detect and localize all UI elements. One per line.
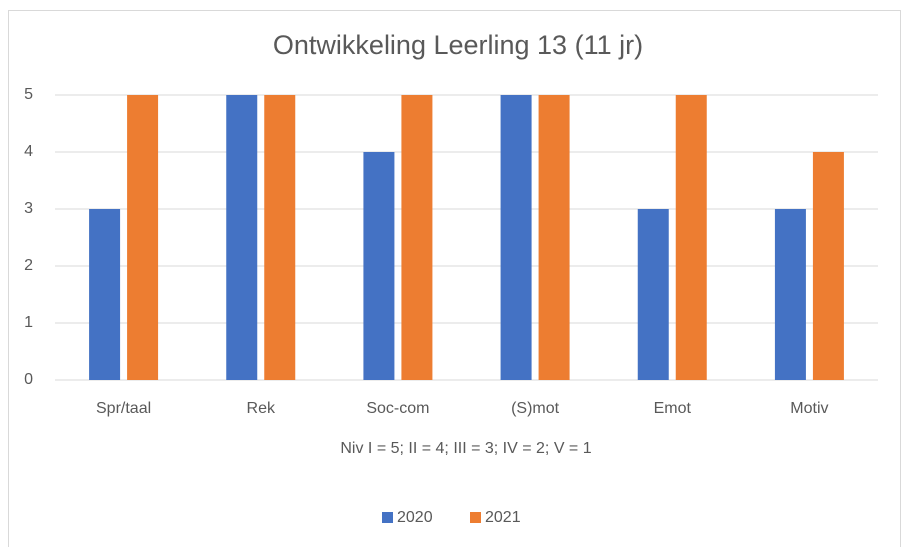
bar [401,95,433,380]
bar [89,209,121,380]
x-tick-label: (S)mot [511,400,560,417]
y-tick-label: 3 [24,200,33,217]
legend-label: 2020 [397,509,433,526]
legend-label: 2021 [485,509,521,526]
y-tick-label: 5 [24,86,33,103]
x-tick-label: Emot [654,400,692,417]
x-tick-label: Soc-com [366,400,429,417]
legend-swatch [470,512,481,523]
chart-title: Ontwikkeling Leerling 13 (11 jr) [273,30,643,60]
bar [812,152,844,380]
y-tick-label: 0 [24,371,33,388]
y-tick-label: 4 [24,143,33,160]
x-tick-label: Rek [247,400,276,417]
bar [637,209,669,380]
bar [675,95,707,380]
legend-swatch [382,512,393,523]
x-tick-label: Spr/taal [96,400,151,417]
bar [774,209,806,380]
y-tick-label: 2 [24,257,33,274]
x-axis-label: Niv I = 5; II = 4; III = 3; IV = 2; V = … [340,440,591,457]
bar [538,95,570,380]
y-tick-label: 1 [24,314,33,331]
bar [500,95,532,380]
x-tick-label: Motiv [790,400,828,417]
bar [226,95,258,380]
bar [127,95,159,380]
bar [363,152,395,380]
bar [264,95,296,380]
